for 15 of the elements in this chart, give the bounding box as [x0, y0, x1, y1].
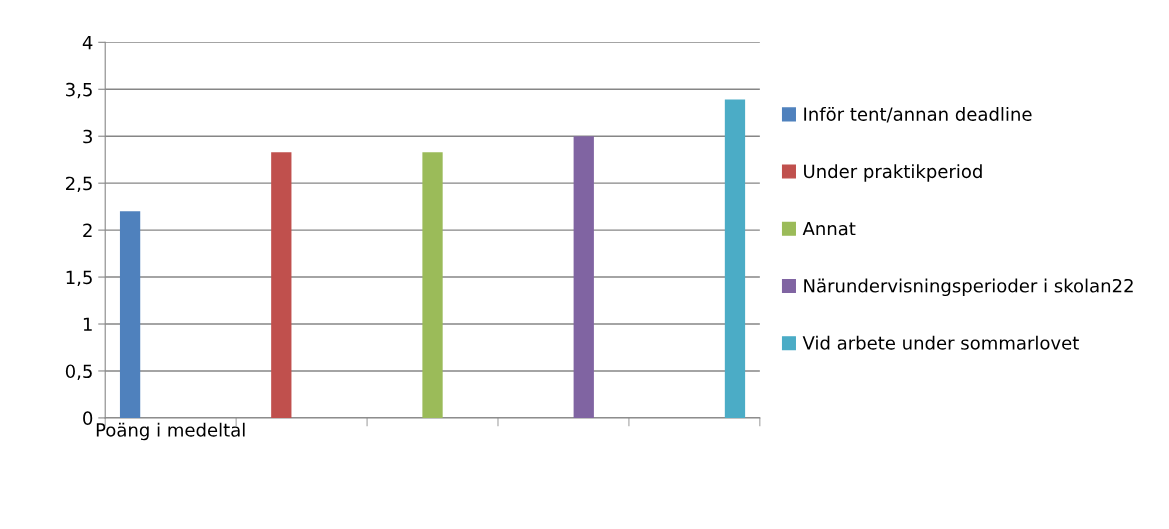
y-tick-label: 2 [83, 223, 92, 237]
y-tick-label: 3,5 [66, 82, 92, 99]
legend-label: Vid arbete under sommarlovet [802, 335, 1079, 350]
y-tick-label: 1 [83, 317, 92, 331]
y-tick-label: 4 [82, 36, 93, 50]
legend-label: Inför tent/annan deadline [804, 106, 1032, 123]
x-tick-label: Poäng i medeltal [96, 422, 245, 441]
y-tick-label: 0 [83, 411, 93, 426]
y-tick-label: 2,5 [66, 176, 92, 193]
y-tick-label: 3 [83, 129, 92, 144]
y-tick-label: 1,5 [66, 270, 92, 287]
legend-label: Annat [802, 221, 856, 236]
y-tick-label: 0,5 [65, 364, 92, 380]
legend-label: Under praktikperiod [804, 164, 982, 182]
legend-label: Närundervisningsperioder i skolan22 [804, 278, 1133, 297]
